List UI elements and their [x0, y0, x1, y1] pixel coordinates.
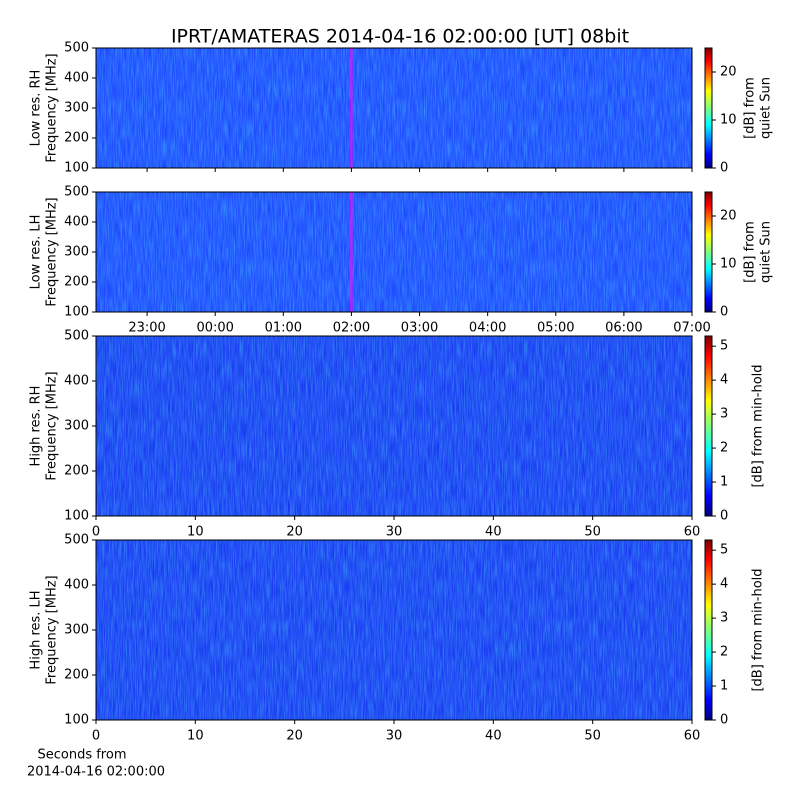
x-tick-label: 23:00 — [128, 321, 165, 336]
y-tick-label: 500 — [64, 41, 89, 56]
colorbar-tick-label: 2 — [720, 645, 728, 660]
x-tick-label: 50 — [584, 525, 601, 540]
x-tick-label: 05:00 — [537, 321, 574, 336]
x-tick-label: 60 — [684, 729, 701, 744]
colorbar-label: [dB] from — [743, 77, 758, 139]
colorbar-tick-label: 3 — [720, 407, 728, 422]
y-tick-label: 100 — [64, 713, 89, 728]
colorbar-label: quiet Sun — [759, 221, 774, 283]
x-tick-label: 01:00 — [265, 321, 302, 336]
x-tick-label: 50 — [584, 729, 601, 744]
x-tick-label: 20 — [286, 525, 303, 540]
figure-title: IPRT/AMATERAS 2014-04-16 02:00:00 [UT] 0… — [171, 26, 629, 48]
spectrogram-texture — [96, 540, 692, 720]
x-tick-label: 10 — [187, 729, 204, 744]
x-tick-label: 60 — [684, 525, 701, 540]
y-tick-label: 300 — [64, 245, 89, 260]
colorbar-tick-label: 0 — [720, 509, 728, 524]
colorbar-tick-label: 0 — [720, 305, 728, 320]
colorbar-tick-label: 10 — [720, 257, 737, 272]
y-tick-label: 400 — [64, 374, 89, 389]
colorbar-label: quiet Sun — [759, 77, 774, 139]
y-tick-label: 400 — [64, 215, 89, 230]
x-tick-label: 10 — [187, 525, 204, 540]
colorbar-tick-label: 4 — [720, 577, 728, 592]
x-tick-label: 04:00 — [469, 321, 506, 336]
x-tick-label: 40 — [485, 729, 502, 744]
colorbar-tick-label: 1 — [720, 475, 728, 490]
y-tick-label: 200 — [64, 131, 89, 146]
colorbar-tick-label: 5 — [720, 543, 728, 558]
x-tick-label: 00:00 — [196, 321, 233, 336]
x-tick-label: 07:00 — [673, 321, 710, 336]
y-tick-label: 300 — [64, 101, 89, 116]
colorbar-tick-label: 5 — [720, 339, 728, 354]
x-tick-label: 03:00 — [401, 321, 438, 336]
y-axis-label: High res. RH — [29, 386, 44, 467]
y-axis-label: Low res. LH — [29, 215, 44, 290]
y-tick-label: 500 — [64, 185, 89, 200]
y-axis-label: Frequency [MHz] — [45, 575, 60, 684]
y-tick-label: 100 — [64, 161, 89, 176]
x-axis-label: Seconds from — [37, 748, 126, 763]
colorbar — [704, 191, 713, 313]
colorbar-label: [dB] from min-hold — [751, 364, 766, 487]
x-tick-label: 30 — [386, 729, 403, 744]
colorbar-label: [dB] from — [743, 221, 758, 283]
x-axis-label: 2014-04-16 02:00:00 — [27, 765, 165, 780]
colorbar — [704, 47, 713, 169]
spectrogram-texture — [96, 336, 692, 516]
y-axis-label: Frequency [MHz] — [45, 371, 60, 480]
x-tick-label: 06:00 — [605, 321, 642, 336]
y-axis-label: Low res. RH — [29, 70, 44, 147]
colorbar-label: [dB] from min-hold — [751, 568, 766, 691]
x-tick-label: 30 — [386, 525, 403, 540]
y-tick-label: 400 — [64, 578, 89, 593]
y-axis-label: Frequency [MHz] — [45, 197, 60, 306]
colorbar-tick-label: 1 — [720, 679, 728, 694]
colorbar-tick-label: 0 — [720, 161, 728, 176]
y-tick-label: 200 — [64, 668, 89, 683]
colorbar — [704, 539, 713, 721]
y-axis-label: Frequency [MHz] — [45, 53, 60, 162]
x-tick-label: 0 — [92, 729, 100, 744]
y-tick-label: 400 — [64, 71, 89, 86]
colorbar-tick-label: 2 — [720, 441, 728, 456]
y-tick-label: 100 — [64, 305, 89, 320]
y-tick-label: 500 — [64, 533, 89, 548]
colorbar — [704, 335, 713, 517]
y-tick-label: 200 — [64, 464, 89, 479]
y-tick-label: 300 — [64, 419, 89, 434]
spectrogram-texture — [96, 48, 692, 168]
y-tick-label: 500 — [64, 329, 89, 344]
colorbar-tick-label: 0 — [720, 713, 728, 728]
y-tick-label: 200 — [64, 275, 89, 290]
y-tick-label: 300 — [64, 623, 89, 638]
x-tick-label: 0 — [92, 525, 100, 540]
colorbar-tick-label: 20 — [720, 209, 737, 224]
y-axis-label: High res. LH — [29, 590, 44, 669]
spectrogram-texture — [96, 192, 692, 312]
colorbar-tick-label: 10 — [720, 113, 737, 128]
colorbar-tick-label: 20 — [720, 65, 737, 80]
y-tick-label: 100 — [64, 509, 89, 524]
x-tick-label: 20 — [286, 729, 303, 744]
colorbar-tick-label: 3 — [720, 611, 728, 626]
x-tick-label: 02:00 — [333, 321, 370, 336]
x-tick-label: 40 — [485, 525, 502, 540]
colorbar-tick-label: 4 — [720, 373, 728, 388]
